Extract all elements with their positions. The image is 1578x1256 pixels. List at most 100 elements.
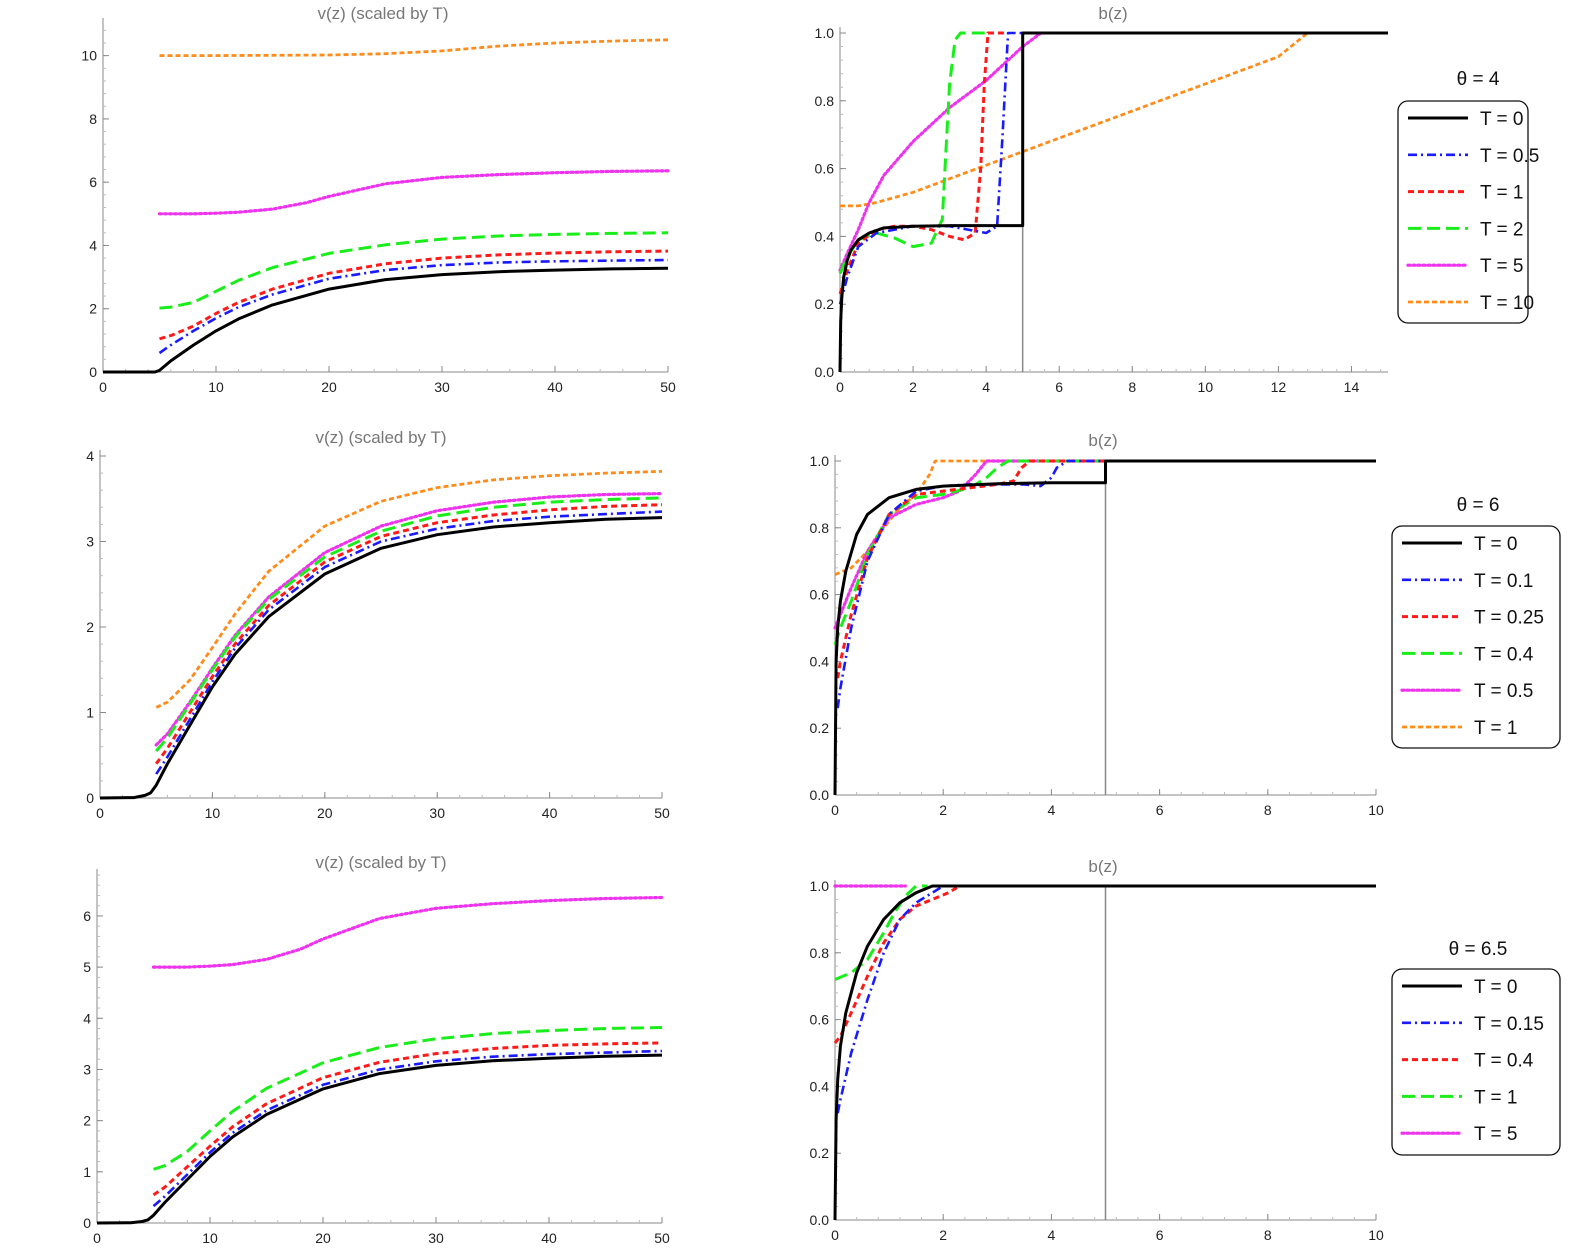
x-tick-label: 4 xyxy=(1048,1227,1056,1243)
series-group xyxy=(838,31,1388,373)
y-tick-label: 1.0 xyxy=(810,878,830,894)
series-line xyxy=(840,31,1352,208)
y-tick-label: 1 xyxy=(83,1164,91,1180)
x-tick-label: 10 xyxy=(1368,802,1384,818)
series-line xyxy=(155,510,663,775)
x-tick-label: 6 xyxy=(1055,379,1063,395)
y-tick-label: 0.4 xyxy=(815,228,835,244)
series-line xyxy=(833,459,1376,796)
legend-label: T = 0.5 xyxy=(1480,146,1539,167)
chart-b2: b(z) 0 2 4 6 8 10 0.0 0.2 0.4 0.6 0.8 1.0 θ = 6 T = 0 T… xyxy=(810,431,1561,818)
y-tick-label: 2 xyxy=(89,301,97,317)
legend-label: T = 0 xyxy=(1474,534,1517,555)
legend-label: T = 0.1 xyxy=(1474,571,1533,592)
series-line xyxy=(833,459,1106,646)
chart-v2: v(z) (scaled by T) 0 10 20 30 40 50 0 1 2 3 4 xyxy=(86,428,670,821)
chart-b3: b(z) 0 2 4 6 8 10 0.0 0.2 0.4 0.6 0.8 1.0 θ = 6.5 T = … xyxy=(810,857,1561,1243)
x-tick-label: 10 xyxy=(1198,379,1214,395)
y-tick-label: 0 xyxy=(83,1215,91,1231)
x-tick-label: 30 xyxy=(429,805,445,821)
series-line xyxy=(158,258,669,355)
x-tick-label: 40 xyxy=(547,379,563,395)
legend-box xyxy=(1391,525,1561,749)
legend-label: T = 10 xyxy=(1480,293,1534,314)
legend-box xyxy=(1391,968,1561,1156)
x-tick-label: 0 xyxy=(831,1227,839,1243)
series-line xyxy=(157,169,670,216)
x-tick-label: 30 xyxy=(434,379,450,395)
x-tick-label: 2 xyxy=(939,802,947,818)
y-tick-label: 0.6 xyxy=(810,1012,830,1028)
series-line xyxy=(154,492,664,747)
series-line xyxy=(833,884,1376,1221)
y-tick-label: 0.4 xyxy=(810,653,830,669)
chart-v1: v(z) (scaled by T) 0 10 20 30 40 50 0 2 4 6 8 10 xyxy=(81,4,676,395)
x-tick-label: 6 xyxy=(1156,802,1164,818)
legend-label: T = 1 xyxy=(1474,1087,1517,1108)
x-tick-label: 4 xyxy=(982,379,990,395)
series-line xyxy=(159,249,669,341)
y-tick-label: 0.8 xyxy=(810,520,830,536)
series-line xyxy=(99,516,663,800)
y-tick-label: 0 xyxy=(89,364,97,380)
chart-title: b(z) xyxy=(1088,857,1117,876)
y-tick-label: 0.0 xyxy=(810,787,830,803)
x-tick-label: 8 xyxy=(1264,1227,1272,1243)
legend-label: T = 5 xyxy=(1480,256,1523,277)
series-line xyxy=(838,31,1043,272)
x-tick-label: 0 xyxy=(93,1230,101,1246)
x-tick-label: 8 xyxy=(1128,379,1136,395)
series-line xyxy=(833,459,1108,630)
x-tick-label: 10 xyxy=(205,805,221,821)
series-line xyxy=(152,1049,663,1208)
y-tick-label: 1.0 xyxy=(810,453,830,469)
x-tick-label: 20 xyxy=(321,379,337,395)
series-line xyxy=(152,1041,663,1197)
x-tick-label: 8 xyxy=(1264,802,1272,818)
y-tick-label: 0.6 xyxy=(810,587,830,603)
series-line xyxy=(833,884,961,1044)
chart-title: b(z) xyxy=(1098,4,1127,23)
x-tick-label: 12 xyxy=(1271,379,1287,395)
chart-title: v(z) (scaled by T) xyxy=(318,4,449,23)
legend-label: T = 0.5 xyxy=(1474,681,1533,702)
legend-label: T = 1 xyxy=(1480,183,1523,204)
x-tick-label: 50 xyxy=(660,379,676,395)
legend-box xyxy=(1397,100,1529,324)
y-tick-label: 4 xyxy=(86,448,94,464)
x-tick-label: 10 xyxy=(208,379,224,395)
y-tick-label: 0.4 xyxy=(810,1078,830,1094)
y-tick-label: 3 xyxy=(83,1061,91,1077)
y-tick-label: 8 xyxy=(89,111,97,127)
y-tick-label: 2 xyxy=(83,1113,91,1129)
y-tick-label: 0.6 xyxy=(815,161,835,177)
x-tick-label: 40 xyxy=(542,805,558,821)
y-tick-label: 0.2 xyxy=(810,720,830,736)
chart-b1: b(z) 0 2 4 6 8 10 12 14 0.0 0.2 0.4 0.6 0.8 1.0 θ = 4 T … xyxy=(815,4,1540,395)
series-group xyxy=(103,38,670,374)
legend-title: θ = 6 xyxy=(1457,495,1500,516)
series-line xyxy=(836,459,1106,679)
series-line xyxy=(151,895,664,969)
legend-label: T = 0 xyxy=(1480,109,1523,130)
series-line xyxy=(838,31,1023,305)
y-tick-label: 2 xyxy=(86,619,94,635)
legend-label: T = 0 xyxy=(1474,977,1517,998)
legend-label: T = 0.15 xyxy=(1474,1014,1544,1035)
series-line xyxy=(155,470,663,709)
x-tick-label: 20 xyxy=(315,1230,331,1246)
x-tick-label: 0 xyxy=(96,805,104,821)
x-tick-label: 50 xyxy=(654,805,670,821)
series-group xyxy=(833,884,1376,1221)
y-tick-label: 10 xyxy=(81,48,97,64)
x-tick-label: 50 xyxy=(654,1230,670,1246)
series-line xyxy=(159,231,669,310)
x-tick-label: 0 xyxy=(836,379,844,395)
legend-label: T = 0.4 xyxy=(1474,644,1534,665)
y-tick-label: 5 xyxy=(83,959,91,975)
x-tick-label: 4 xyxy=(1048,802,1056,818)
x-tick-label: 0 xyxy=(831,802,839,818)
series-group xyxy=(99,470,664,800)
y-tick-label: 6 xyxy=(83,908,91,924)
legend: θ = 6 T = 0 T = 0.1 T = 0.25 T = 0.4 T = 0.5 T… xyxy=(1391,495,1561,749)
